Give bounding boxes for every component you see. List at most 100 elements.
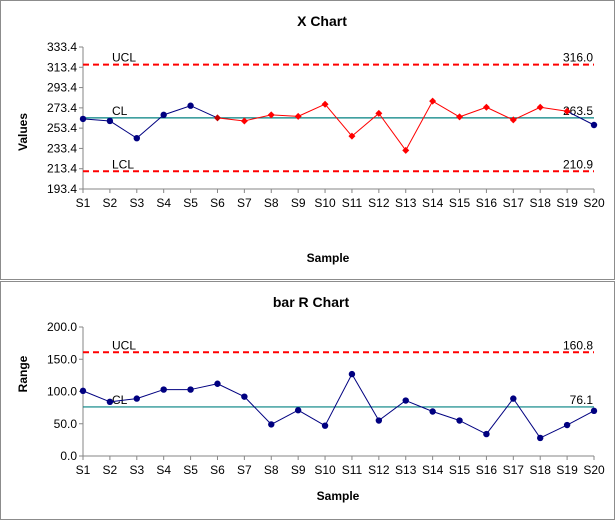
r-ucl-label: UCL — [112, 338, 136, 352]
x-series-segment — [378, 113, 407, 151]
x-series-segment — [513, 106, 541, 121]
x-ucl-label: UCL — [112, 51, 136, 65]
r-y-tick-label: 200.0 — [47, 320, 77, 334]
x-x-tick-label: S5 — [183, 196, 198, 210]
r-x-tick-label: S13 — [395, 463, 417, 477]
x-data-point — [590, 121, 598, 129]
r-x-tick-label: S2 — [103, 463, 118, 477]
x-data-point — [294, 112, 302, 120]
x-data-point — [482, 103, 490, 111]
r-x-tick-label: S20 — [583, 463, 605, 477]
x-series-segment — [566, 110, 595, 126]
x-chart-title: X Chart — [297, 13, 347, 29]
r-x-tick-label: S3 — [129, 463, 144, 477]
r-chart-ylabel: Range — [16, 355, 30, 392]
x-x-tick-label: S10 — [314, 196, 336, 210]
r-cl-value: 76.1 — [570, 393, 594, 407]
x-data-point — [267, 111, 275, 119]
x-data-point — [160, 111, 167, 119]
x-y-tick-label: 333.4 — [47, 40, 77, 54]
r-data-point — [268, 421, 275, 428]
x-series-segment — [136, 114, 165, 139]
r-data-point — [510, 395, 517, 402]
r-x-tick-label: S5 — [183, 463, 198, 477]
r-y-tick-label: 100.0 — [47, 385, 77, 399]
r-x-tick-label: S16 — [476, 463, 498, 477]
r-cl-label: CL — [112, 393, 128, 407]
r-x-tick-label: S4 — [156, 463, 171, 477]
x-series-segment — [486, 106, 514, 121]
x-y-tick-label: 193.4 — [47, 182, 77, 196]
x-series-segment — [244, 114, 272, 122]
x-chart-xlabel: Sample — [307, 251, 350, 265]
r-data-point — [214, 380, 221, 387]
x-x-tick-label: S18 — [530, 196, 552, 210]
x-lcl-label: LCL — [112, 157, 134, 171]
x-y-tick-label: 213.4 — [47, 162, 77, 176]
r-series-segment — [324, 373, 353, 426]
x-series-segment — [324, 103, 353, 137]
x-data-point — [509, 116, 517, 124]
r-x-tick-label: S7 — [237, 463, 252, 477]
r-x-tick-label: S10 — [314, 463, 336, 477]
x-cl-value: 263.5 — [563, 104, 593, 118]
r-series-segment — [136, 389, 164, 400]
r-x-tick-label: S19 — [556, 463, 578, 477]
x-data-point — [429, 97, 437, 105]
x-series-segment — [190, 105, 218, 119]
r-series-segment — [244, 396, 272, 425]
r-data-point — [348, 370, 356, 378]
r-y-tick-label: 150.0 — [47, 352, 77, 366]
x-y-tick-label: 293.4 — [47, 81, 77, 95]
x-ucl-value: 316.0 — [563, 51, 593, 65]
x-x-tick-label: S1 — [76, 196, 91, 210]
r-x-tick-label: S18 — [530, 463, 552, 477]
x-series-segment — [163, 105, 191, 116]
x-data-point — [348, 132, 356, 140]
r-series-segment — [486, 398, 514, 435]
x-data-point — [240, 117, 248, 125]
x-x-tick-label: S6 — [210, 196, 225, 210]
x-chart-ylabel: Values — [16, 113, 30, 151]
x-data-point — [133, 134, 140, 142]
r-chart-panel: bar R Chart Sample Range 0.0 50.0 100.0 150… — [0, 281, 615, 520]
x-data-point — [563, 107, 571, 115]
r-data-point — [79, 387, 87, 395]
x-data-point — [536, 103, 544, 111]
x-data-point — [375, 109, 383, 117]
r-series-segment — [109, 398, 137, 403]
r-series-segment — [82, 390, 111, 403]
r-y-tick-label: 0.0 — [60, 449, 77, 463]
r-data-point — [537, 434, 544, 442]
r-data-point — [375, 417, 383, 424]
r-x-tick-label: S12 — [368, 463, 390, 477]
r-x-tick-label: S11 — [342, 463, 363, 477]
x-y-tick-label: 273.4 — [47, 101, 77, 115]
x-chart-svg: X Chart Sample Values 193.4 213.4 233.4 253… — [16, 13, 605, 265]
r-data-point — [321, 422, 329, 429]
r-x-tick-label: S1 — [76, 463, 91, 477]
r-series-segment — [297, 409, 326, 427]
r-series-segment — [190, 383, 218, 391]
x-x-tick-label: S15 — [449, 196, 471, 210]
x-x-tick-label: S11 — [342, 196, 363, 210]
r-data-point — [483, 430, 490, 438]
r-series-segment — [432, 411, 460, 421]
r-series-segment — [351, 373, 380, 421]
x-data-point — [402, 146, 410, 154]
x-x-tick-label: S20 — [583, 196, 605, 210]
x-data-point — [456, 113, 464, 121]
r-data-point — [402, 397, 409, 404]
r-x-tick-label: S8 — [264, 463, 279, 477]
x-data-point — [321, 100, 329, 108]
x-x-tick-label: S2 — [103, 196, 118, 210]
x-chart-panel: X Chart Sample Values 193.4 213.4 233.4 253… — [0, 0, 615, 280]
r-data-point — [133, 395, 140, 402]
r-x-tick-label: S15 — [449, 463, 471, 477]
r-data-point — [563, 421, 571, 429]
x-series-segment — [217, 117, 245, 122]
x-series-segment — [109, 120, 138, 139]
r-data-point — [106, 398, 114, 406]
r-data-point — [241, 393, 248, 400]
x-data-point — [187, 102, 194, 109]
